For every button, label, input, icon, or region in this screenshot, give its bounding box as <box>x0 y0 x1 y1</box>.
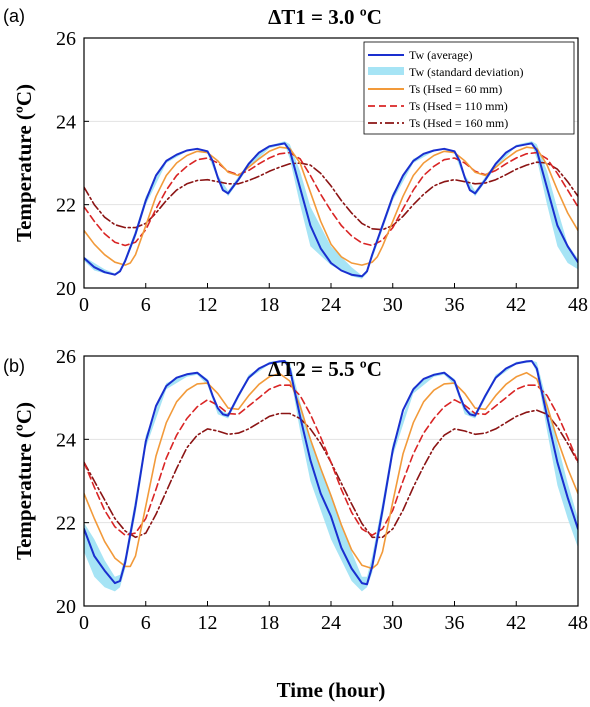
x-tick-label-6: 6 <box>141 612 151 634</box>
series-line-tw-average <box>84 142 578 278</box>
panel-label-a: (a) <box>3 6 25 26</box>
x-tick-label-18: 18 <box>259 294 279 316</box>
legend-label-ts-110: Ts (Hsed = 110 mm) <box>409 99 508 113</box>
legend-label-ts-160: Ts (Hsed = 160 mm) <box>409 116 508 130</box>
series-line-ts-hsed-160-mm <box>84 161 578 231</box>
panel-b: 0 6 12 18 24 30 36 42 48 20 22 24 26 (b) ΔT2 = 5.5 º… <box>3 346 588 702</box>
series-line-ts-hsed-110-mm <box>84 151 578 247</box>
ticks-b: 0 6 12 18 24 30 36 42 48 20 22 24 26 <box>56 346 588 634</box>
x-tick-label-12: 12 <box>198 612 218 634</box>
y-axis-label-b: Temperature (ºC) <box>12 402 36 560</box>
x-tick-label-42: 42 <box>506 294 526 316</box>
x-tick-label-24: 24 <box>321 294 341 316</box>
std-band-b <box>84 360 578 592</box>
x-tick-label-0: 0 <box>79 612 89 634</box>
x-tick-label-48: 48 <box>568 294 588 316</box>
x-tick-label-36: 36 <box>445 294 465 316</box>
x-tick-label-48: 48 <box>568 612 588 634</box>
y-tick-label-24: 24 <box>56 429 76 451</box>
panel-a: 0 6 12 18 24 30 36 42 48 20 22 24 26 (a) ΔT1 = 3.0 º… <box>3 5 588 316</box>
y-tick-label-20: 20 <box>56 278 76 300</box>
series-line-tw-average <box>84 360 578 586</box>
x-tick-label-30: 30 <box>383 294 403 316</box>
std-band-area <box>84 360 578 592</box>
x-tick-label-42: 42 <box>506 612 526 634</box>
y-tick-label-20: 20 <box>56 596 76 618</box>
series-lines-b <box>84 360 578 586</box>
y-axis-label-a: Temperature (ºC) <box>12 84 36 242</box>
series-line-ts-hsed-60-mm <box>84 371 578 570</box>
x-tick-label-6: 6 <box>141 294 151 316</box>
plot-frame-b <box>83 355 579 607</box>
std-band-a <box>84 141 578 279</box>
legend-label-tw-std: Tw (standard deviation) <box>409 65 523 79</box>
ticks-a: 0 6 12 18 24 30 36 42 48 20 22 24 26 <box>56 28 588 316</box>
x-axis-label: Time (hour) <box>277 678 386 702</box>
legend: Tw (average) Tw (standard deviation) Ts … <box>363 41 575 135</box>
legend-label-tw-average: Tw (average) <box>409 48 472 62</box>
panel-label-b: (b) <box>3 356 25 376</box>
y-tick-label-26: 26 <box>56 346 76 368</box>
series-lines-a <box>84 142 578 278</box>
y-tick-label-22: 22 <box>56 195 76 217</box>
x-tick-label-36: 36 <box>445 612 465 634</box>
x-tick-label-18: 18 <box>259 612 279 634</box>
x-tick-label-24: 24 <box>321 612 341 634</box>
series-line-ts-hsed-110-mm <box>84 384 578 536</box>
y-tick-label-26: 26 <box>56 28 76 50</box>
std-band-area <box>84 141 578 279</box>
x-tick-label-0: 0 <box>79 294 89 316</box>
chart-title-b: ΔT2 = 5.5 ºC <box>268 357 382 381</box>
chart-title-a: ΔT1 = 3.0 ºC <box>268 5 382 29</box>
x-tick-label-12: 12 <box>198 294 218 316</box>
legend-label-ts-60: Ts (Hsed = 60 mm) <box>409 82 502 96</box>
x-tick-label-30: 30 <box>383 612 403 634</box>
legend-swatch-tw-std <box>368 67 404 75</box>
y-tick-label-22: 22 <box>56 513 76 535</box>
y-tick-label-24: 24 <box>56 111 76 133</box>
